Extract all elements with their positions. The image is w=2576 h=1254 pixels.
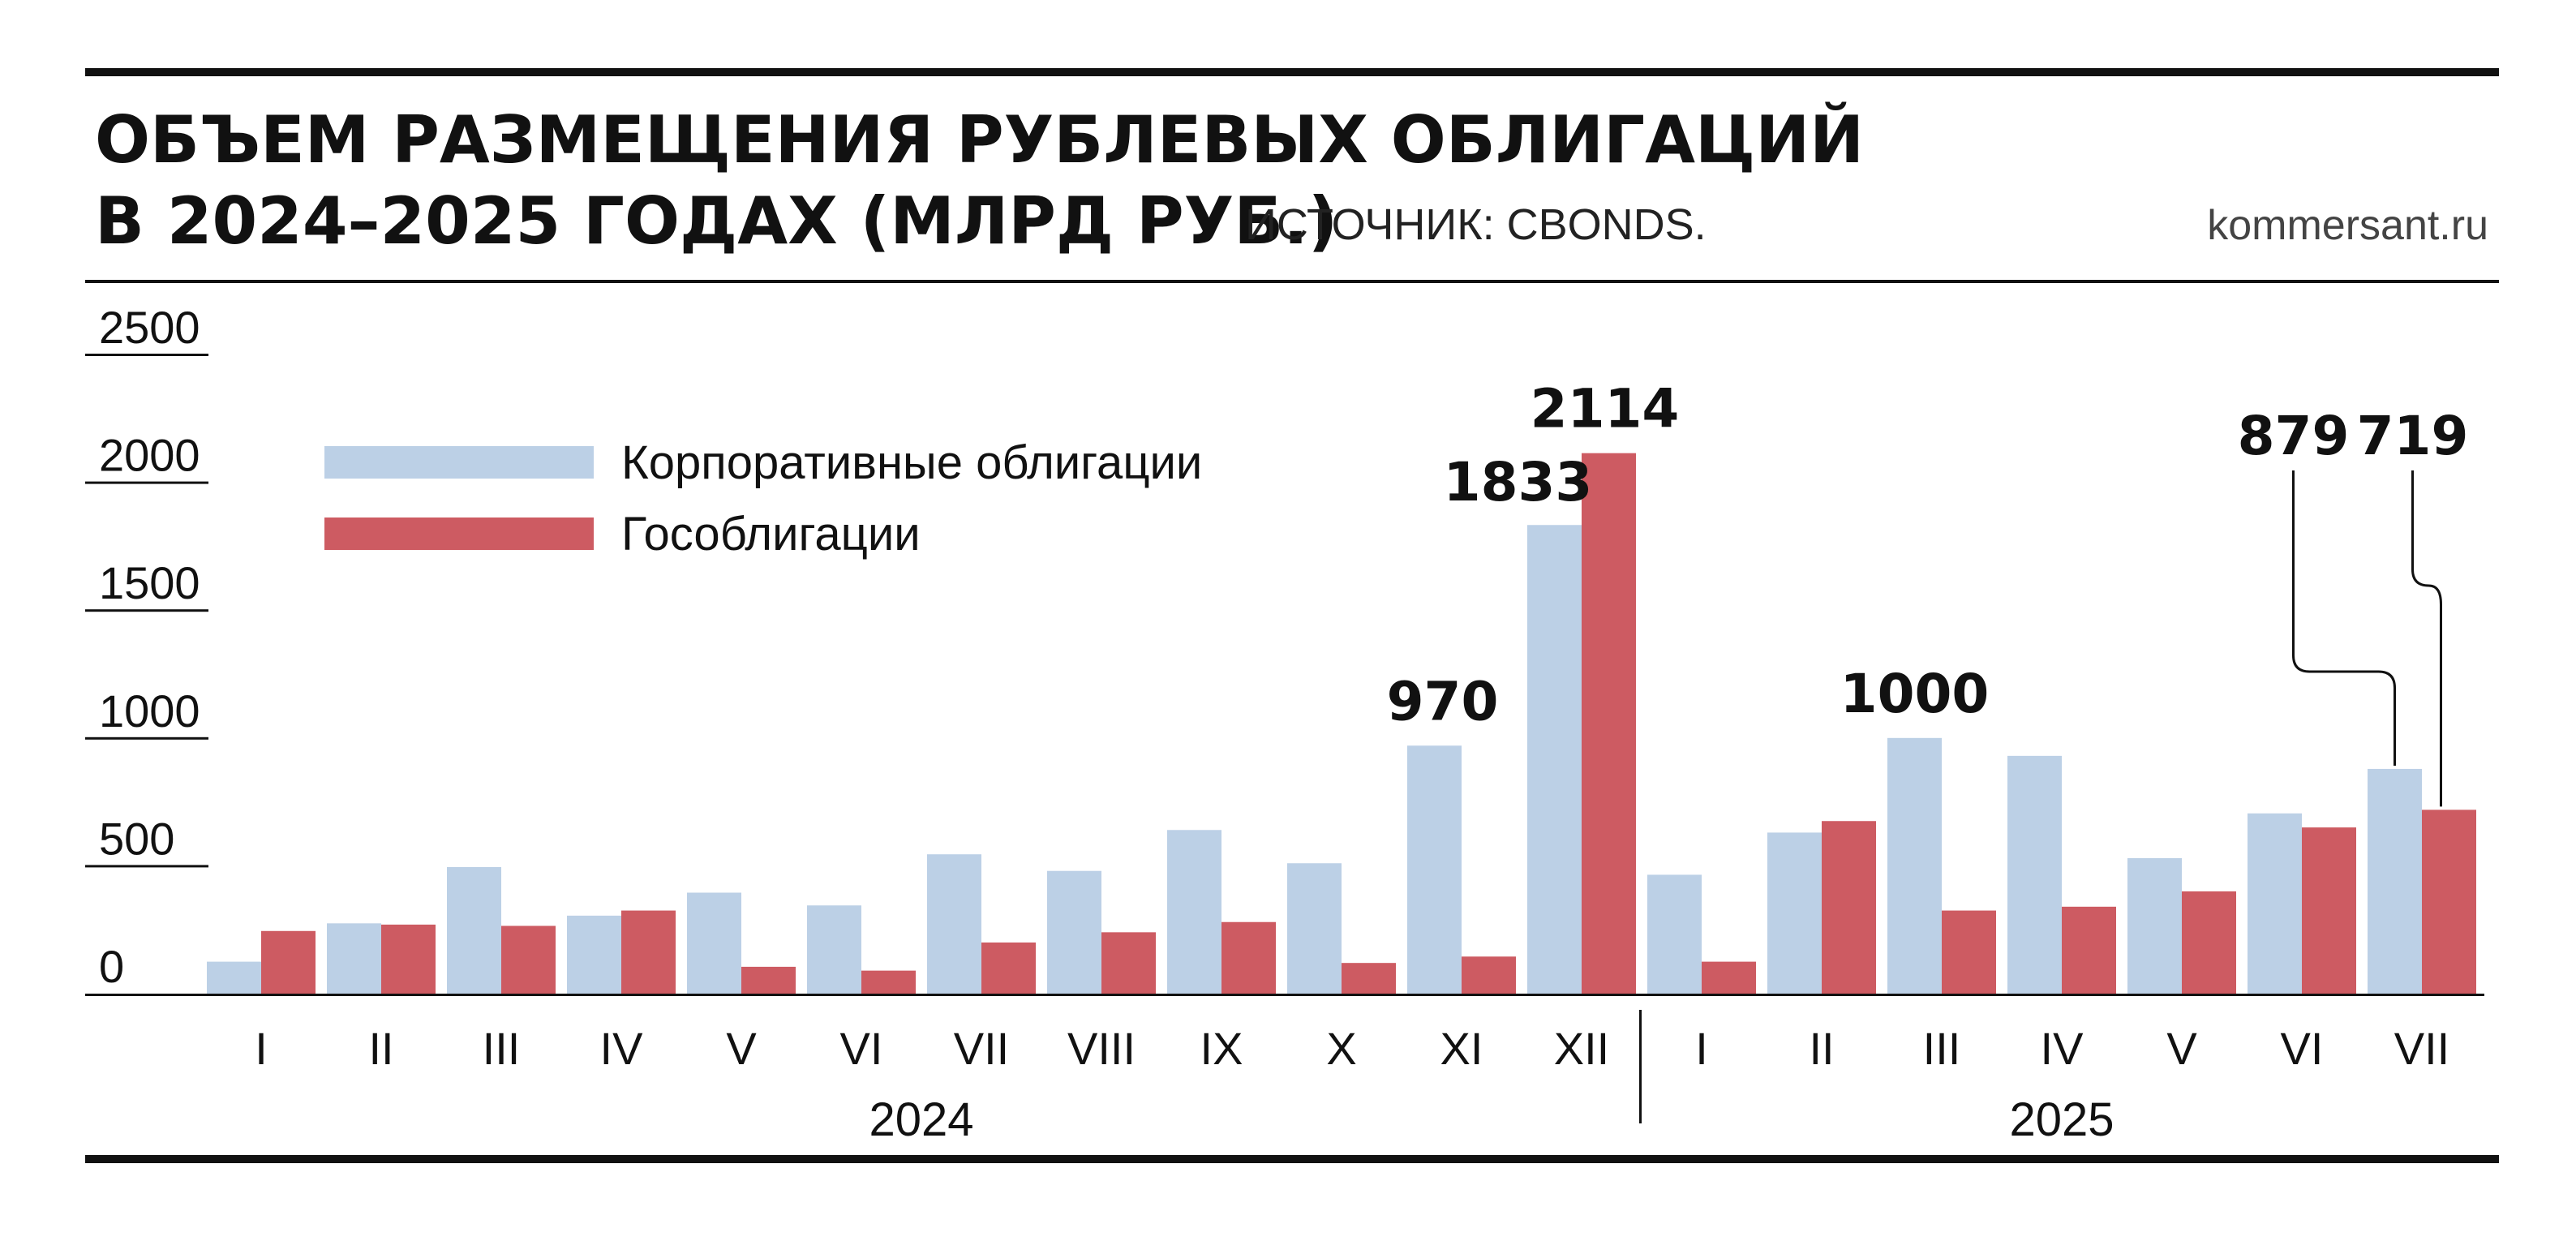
y-tick-label: 2500	[99, 302, 200, 353]
chart-title-line-2: В 2024–2025 ГОДАХ (МЛРД РУБ.)	[95, 183, 1337, 259]
source-note: ИСТОЧНИК: CBONDS.	[1245, 200, 1707, 249]
x-tick-label: V	[2166, 1023, 2197, 1074]
bar-government	[1702, 961, 1756, 994]
bar-government	[1221, 921, 1276, 994]
legend-label-government: Гособлигации	[621, 508, 921, 560]
x-tick-label: VIII	[1067, 1023, 1136, 1074]
y-tick-label: 0	[99, 941, 124, 992]
year-separator	[1639, 1010, 1642, 1123]
bar-corporate	[1887, 737, 1942, 994]
bar-corporate	[2368, 768, 2422, 994]
year-label: 2024	[869, 1093, 973, 1146]
x-tick-label: IX	[1200, 1023, 1243, 1074]
x-tick-label: VII	[2394, 1023, 2449, 1074]
bar-corporate	[2007, 755, 2062, 994]
bar-corporate	[567, 915, 621, 994]
data-label: 2114	[1531, 378, 1680, 440]
x-tick-label: II	[368, 1023, 393, 1074]
bar-corporate	[1407, 745, 1462, 994]
bar-corporate	[327, 923, 381, 994]
x-tick-label: VII	[954, 1023, 1009, 1074]
data-label: 719	[2357, 405, 2469, 467]
bar-government	[621, 910, 676, 994]
x-axis: I II III IV V VI VII VIII IX X XI XII I II III IV V VI VII…	[255, 1023, 2449, 1146]
bar-government	[381, 924, 436, 994]
bar-corporate	[2248, 813, 2302, 994]
bar-government	[2182, 891, 2236, 994]
bar-government	[1942, 910, 1996, 994]
x-tick-label: IV	[2041, 1023, 2084, 1074]
bar-government	[861, 970, 916, 994]
y-tick-label: 2000	[99, 430, 200, 481]
legend-swatch-government	[324, 517, 594, 550]
bar-corporate	[927, 854, 981, 994]
bar-corporate	[1047, 870, 1101, 994]
x-tick-label: II	[1809, 1023, 1834, 1074]
bar-government	[1101, 932, 1156, 994]
bar-government	[2062, 906, 2116, 994]
bar-corporate	[2127, 857, 2182, 994]
x-tick-label: X	[1326, 1023, 1356, 1074]
x-tick-label: XII	[1554, 1023, 1609, 1074]
leader-line	[2292, 470, 2396, 766]
x-tick-label: XI	[1440, 1023, 1483, 1074]
bar-corporate	[447, 866, 501, 994]
bottom-rule	[85, 1155, 2499, 1163]
header-divider	[85, 280, 2499, 283]
bar-corporate	[1647, 874, 1702, 994]
x-tick-label: VI	[840, 1023, 883, 1074]
x-tick-label: V	[726, 1023, 757, 1074]
y-tick-line	[85, 354, 208, 356]
top-rule	[85, 68, 2499, 76]
x-tick-label: IV	[600, 1023, 644, 1074]
bar-corporate	[1527, 525, 1582, 994]
bar-government	[741, 966, 796, 994]
y-tick-label: 500	[99, 813, 174, 864]
bar-corporate	[1167, 830, 1221, 994]
site-credit: kommersant.ru	[2207, 202, 2488, 249]
legend-label-corporate: Корпоративные облигации	[621, 436, 1202, 489]
x-axis-baseline	[85, 994, 2484, 996]
y-axis: 2500 2000 1500 1000 500 0	[85, 302, 208, 992]
data-label: 1833	[1444, 451, 1593, 513]
bar-corporate	[1287, 863, 1342, 994]
legend-swatch-corporate	[324, 446, 594, 479]
bar-government	[1582, 453, 1636, 994]
bar-government	[1822, 821, 1876, 994]
y-tick-label: 1500	[99, 557, 200, 608]
bar-government	[1462, 956, 1516, 994]
y-tick-line	[85, 737, 208, 740]
y-tick-line	[85, 865, 208, 868]
x-tick-label: VI	[2281, 1023, 2324, 1074]
bar-corporate	[1767, 832, 1822, 994]
data-label: 1000	[1840, 663, 1990, 725]
data-label: 879	[2238, 405, 2350, 467]
bars	[207, 453, 2476, 994]
bar-corporate	[807, 905, 861, 994]
bar-corporate	[207, 961, 261, 994]
y-tick-line	[85, 481, 208, 484]
x-tick-label: III	[483, 1023, 521, 1074]
bar-corporate	[687, 892, 741, 994]
bar-government	[261, 930, 316, 994]
data-label: 970	[1387, 670, 1499, 732]
y-tick-label: 1000	[99, 685, 200, 737]
y-tick-line	[85, 609, 208, 612]
legend: Корпоративные облигации Гособлигации	[324, 436, 1202, 560]
bar-government	[981, 942, 1036, 994]
data-labels: 970 1833 2114 1000 879 719	[1387, 378, 2469, 807]
bar-government	[2422, 810, 2476, 994]
bar-government	[1342, 963, 1396, 994]
bar-government	[501, 925, 556, 994]
year-label: 2025	[2009, 1093, 2114, 1146]
leader-line	[2411, 470, 2442, 807]
chart-title-line-1: ОБЪЕМ РАЗМЕЩЕНИЯ РУБЛЕВЫХ ОБЛИГАЦИЙ	[95, 101, 1864, 178]
x-tick-label: III	[1923, 1023, 1961, 1074]
x-tick-label: I	[1695, 1023, 1708, 1074]
x-tick-label: I	[255, 1023, 268, 1074]
bar-government	[2302, 827, 2356, 994]
